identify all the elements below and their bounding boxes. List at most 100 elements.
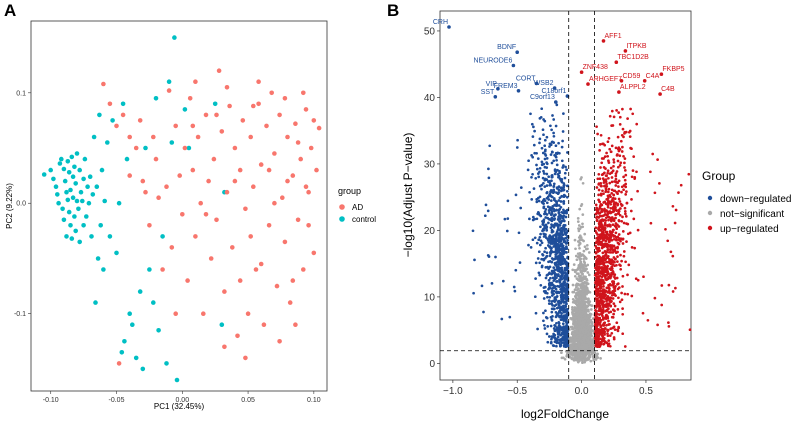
- pca-point-control: [160, 234, 165, 239]
- volcano-point-down-regulated: [490, 282, 494, 285]
- pca-point-control: [110, 118, 115, 123]
- volcano-point-not-significant: [579, 336, 582, 339]
- volcano-point-up-regulated: [626, 117, 629, 120]
- pca-point-ad: [216, 68, 222, 73]
- volcano-point-down-regulated: [560, 230, 564, 233]
- volcano-point-not-significant: [577, 358, 581, 362]
- volcano-point-up-regulated: [610, 267, 614, 271]
- volcano-point-down-regulated: [549, 199, 553, 202]
- volcano-point-down-regulated: [532, 143, 536, 147]
- volcano-point-not-significant: [589, 347, 592, 351]
- volcano-point-up-regulated: [599, 269, 603, 273]
- volcano-point-down-regulated: [566, 234, 569, 238]
- volcano-point-down-regulated: [542, 172, 546, 175]
- volcano-point-down-regulated: [545, 251, 549, 255]
- volcano-point-up-regulated: [621, 145, 624, 149]
- volcano-point-up-regulated: [596, 272, 600, 276]
- volcano-point-not-significant: [588, 336, 592, 340]
- volcano-point-down-regulated: [554, 324, 557, 328]
- volcano-point-down-regulated: [542, 228, 546, 232]
- volcano-point-up-regulated: [594, 244, 598, 248]
- volcano-point-down-regulated: [553, 340, 557, 344]
- volcano-point-down-regulated: [557, 199, 561, 202]
- volcano-point-down-regulated: [549, 143, 553, 147]
- volcano-x-tick-label: 0.5: [639, 386, 653, 397]
- volcano-point-up-regulated: [610, 180, 614, 184]
- pca-point-ad: [156, 195, 161, 200]
- volcano-point-down-regulated: [538, 141, 541, 145]
- volcano-point-down-regulated: [566, 338, 569, 342]
- pca-point-ad: [243, 206, 248, 212]
- volcano-point-up-regulated: [609, 206, 613, 210]
- volcano-point-not-significant: [588, 319, 592, 323]
- volcano-point-not-significant: [574, 247, 577, 251]
- volcano-point-up-regulated: [612, 228, 615, 232]
- volcano-point-down-regulated: [545, 166, 549, 169]
- volcano-point-up-regulated: [600, 214, 604, 218]
- volcano-point-down-regulated: [553, 217, 557, 220]
- volcano-point-not-significant: [587, 314, 591, 317]
- pca-point-ad: [140, 178, 146, 184]
- volcano-point-not-significant: [569, 346, 573, 350]
- volcano-point-down-regulated: [555, 303, 558, 306]
- volcano-point-up-regulated: [602, 342, 606, 346]
- volcano-x-axis-title: log2FoldChange: [521, 407, 609, 421]
- volcano-point-down-regulated: [557, 290, 561, 294]
- volcano-point-down-regulated: [565, 288, 569, 292]
- volcano-point-not-significant: [581, 213, 585, 216]
- volcano-point-up-regulated: [596, 177, 600, 181]
- volcano-point-down-regulated: [539, 283, 543, 287]
- volcano-point-up-regulated: [612, 158, 616, 161]
- volcano-point-down-regulated: [563, 176, 567, 180]
- volcano-labeled-point: [658, 92, 662, 96]
- volcano-point-down-regulated: [562, 309, 566, 313]
- volcano-gene-label: ARHGEF7: [589, 76, 622, 83]
- volcano-point-up-regulated: [613, 197, 617, 201]
- volcano-point-down-regulated: [546, 195, 550, 199]
- volcano-point-down-regulated: [562, 325, 566, 328]
- volcano-point-down-regulated: [536, 257, 540, 260]
- volcano-point-not-significant: [587, 273, 591, 277]
- pca-legend-control-label: control: [352, 215, 376, 224]
- volcano-point-down-regulated: [535, 241, 539, 245]
- volcano-point-not-significant: [578, 207, 582, 211]
- volcano-point-not-significant: [572, 300, 576, 304]
- volcano-point-up-regulated: [607, 176, 610, 180]
- volcano-legend-down-label: down−regulated: [720, 194, 791, 205]
- volcano-point-down-regulated: [547, 179, 551, 183]
- volcano-point-down-regulated: [565, 189, 569, 193]
- volcano-point-up-regulated: [616, 181, 620, 185]
- pca-point-ad: [303, 107, 309, 112]
- pca-point-control: [166, 79, 172, 84]
- volcano-point-not-significant: [583, 305, 586, 308]
- volcano-point-down-regulated: [531, 238, 535, 242]
- volcano-point-down-regulated: [547, 175, 551, 179]
- volcano-point-up-regulated: [602, 295, 606, 299]
- volcano-point-up-regulated: [599, 237, 602, 240]
- volcano-point-not-significant: [581, 361, 584, 365]
- volcano-point-not-significant: [573, 274, 577, 278]
- volcano-point-up-regulated: [617, 197, 621, 201]
- volcano-point-not-significant: [582, 283, 586, 287]
- volcano-point-down-regulated: [559, 308, 562, 312]
- volcano-point-up-regulated: [595, 259, 599, 262]
- volcano-point-down-regulated: [564, 262, 567, 266]
- volcano-point-not-significant: [580, 328, 584, 332]
- volcano-point-up-regulated: [608, 299, 611, 303]
- volcano-point-up-regulated: [608, 147, 612, 151]
- volcano-point-up-regulated: [611, 270, 615, 273]
- pca-point-control: [59, 156, 64, 162]
- volcano-point-up-regulated: [603, 290, 607, 294]
- volcano-point-up-regulated: [601, 230, 604, 234]
- volcano-point-up-regulated: [599, 293, 603, 297]
- volcano-point-down-regulated: [552, 182, 556, 186]
- volcano-point-up-regulated: [598, 205, 602, 208]
- volcano-point-not-significant: [579, 325, 583, 329]
- volcano-point-down-regulated: [480, 284, 484, 288]
- volcano-point-up-regulated: [609, 310, 613, 314]
- volcano-point-down-regulated: [560, 249, 564, 253]
- volcano-point-down-regulated: [564, 300, 568, 304]
- volcano-point-up-regulated: [617, 296, 620, 300]
- volcano-point-up-regulated: [606, 248, 610, 252]
